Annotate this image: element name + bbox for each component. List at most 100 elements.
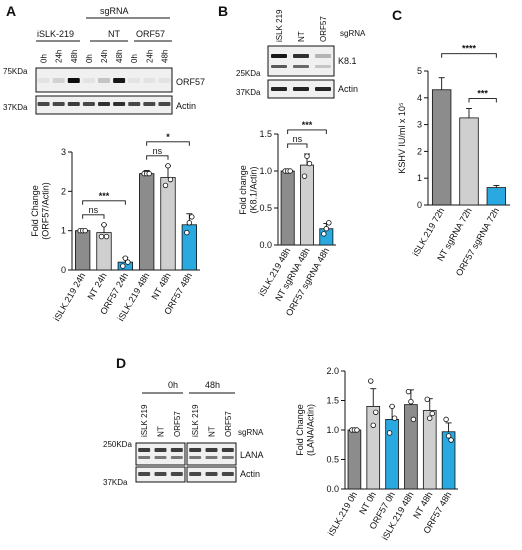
data-point: [373, 409, 379, 415]
bar: [431, 89, 452, 206]
y-tick-label: 3: [417, 120, 422, 130]
bar: [404, 404, 418, 490]
blot-b-lane-label: iSLK 219: [275, 9, 284, 42]
data-point: [184, 229, 190, 236]
y-tick-label: 0: [61, 265, 66, 275]
data-point: [165, 163, 171, 169]
significance-label: ns: [89, 205, 99, 215]
blot-b-protein-actin: Actin: [338, 84, 358, 94]
blot-b-k81-strip: [267, 45, 335, 77]
panel-label-a: A: [6, 3, 16, 19]
blot-a-sgrna-label: sgRNA: [100, 6, 129, 16]
category-label: NT 48h: [149, 271, 172, 301]
blot-d-lana-band: [138, 448, 151, 452]
y-tick-label: 2.0: [326, 366, 339, 376]
significance-bracket: [82, 214, 105, 219]
bar: [160, 177, 176, 271]
significance-label: ***: [477, 89, 488, 99]
data-point: [389, 403, 395, 410]
blot-d-marker-250: 250KDa: [103, 440, 132, 449]
blot-d-marker-37: 37KDa: [103, 478, 128, 487]
blot-b-k81-band: [315, 54, 331, 58]
blot-d-time-48h: 48h: [205, 380, 220, 390]
data-point: [98, 233, 105, 240]
y-tick-label: 3: [61, 147, 66, 157]
blot-d-lana-band: [221, 448, 234, 452]
blot-d-protein-actin: Actin: [240, 469, 260, 479]
y-axis-label-line: Fold Change: [30, 185, 40, 237]
blot-d-protein-lana: LANA: [240, 450, 264, 460]
significance-label: ***: [99, 191, 110, 201]
significance-label: *: [166, 132, 170, 142]
y-axis-label-line: Fold Change: [295, 404, 305, 456]
blot-d-lana-band: [189, 448, 202, 452]
blot-a-actin-band: [143, 102, 156, 106]
y-tick-label: 2: [417, 146, 422, 156]
blot-d-lana-band: [205, 448, 218, 452]
blot-b-k81-band-lower: [293, 65, 309, 68]
panel-label-c: C: [392, 7, 402, 23]
blot-a-marker-37: 37KDa: [3, 103, 28, 112]
data-point: [186, 220, 193, 226]
significance-bracket: [146, 141, 190, 146]
blot-a-protein-actin: Actin: [176, 101, 196, 111]
data-point: [122, 255, 129, 261]
blot-d-lana-strip-1: [135, 442, 186, 466]
blot-a-lane-label: 24h: [145, 50, 154, 63]
data-point: [427, 415, 433, 421]
panel-label-d: D: [116, 355, 126, 371]
blot-b-lane-label: NT: [297, 31, 306, 42]
blot-a-orf57-band: [82, 78, 95, 83]
blot-d-lana-band: [170, 448, 183, 452]
y-tick-label: 0.5: [326, 455, 339, 465]
chart-a: 0 1 2 3 Fold Change(ORF57/Actin) iSLK.219 24h…: [30, 132, 200, 323]
bar: [139, 173, 155, 271]
blot-a-lane-label: 48h: [70, 50, 79, 63]
y-tick-label: 2: [61, 186, 66, 196]
blot-a-actin-band: [113, 102, 126, 106]
blot-d-actin-band: [205, 472, 218, 476]
blot-a-actin-band: [37, 102, 50, 106]
blot-d-lana-band-lower: [221, 456, 234, 459]
significance-bracket: [287, 143, 308, 148]
bar: [280, 170, 295, 246]
blot-a-orf57-band: [52, 78, 65, 83]
y-axis-label: Fold Change(ORF57/Actin): [30, 182, 50, 240]
data-point: [410, 416, 417, 423]
blot-b-sgrna-label: sgRNA: [340, 29, 366, 38]
bar: [486, 187, 507, 206]
significance-bracket: [82, 200, 126, 205]
blot-b-k81-band-lower: [315, 65, 331, 68]
y-axis-label-line: (LANA/Actin): [306, 404, 316, 456]
blot-a-marker-75: 75KDa: [3, 67, 28, 76]
y-tick-label: 1: [417, 173, 422, 183]
blot-d-lane-label: iSLK 219: [191, 404, 200, 437]
blot-a-protein-orf57: ORF57: [176, 77, 205, 87]
blot-a-orf57-band: [113, 78, 126, 83]
data-point: [429, 410, 435, 417]
data-point: [405, 388, 412, 395]
blot-b-actin-band: [293, 87, 309, 91]
blot-d-actin-band: [154, 472, 167, 476]
y-axis-label: Fold change(K8.1/Actin): [238, 165, 258, 215]
bar: [366, 405, 381, 490]
blot-a-orf57-band: [37, 78, 50, 83]
blot-b-marker-25: 25KDa: [236, 69, 261, 78]
blot-d-lana-band-lower: [170, 456, 183, 459]
data-point: [323, 226, 330, 232]
y-axis-label: Fold Change(LANA/Actin): [295, 404, 315, 456]
blot-a-lane-label: 0h: [130, 54, 139, 63]
blot-a-actin-band: [82, 102, 95, 106]
data-point: [167, 176, 174, 183]
data-point: [443, 416, 449, 423]
blot-b: iSLK 219 NT ORF57 sgRNA 25KDa 37KDa K8.1 A…: [236, 9, 366, 99]
bar: [422, 410, 437, 490]
blot-a-actin-band: [67, 102, 80, 106]
bar: [459, 117, 479, 206]
category-label: iSLK.219 24h: [52, 271, 88, 323]
y-axis-label-line: KSHV IU/ml x 10⁵: [397, 102, 407, 174]
blot-d-lana-band-lower: [189, 456, 202, 459]
data-point: [424, 396, 430, 403]
